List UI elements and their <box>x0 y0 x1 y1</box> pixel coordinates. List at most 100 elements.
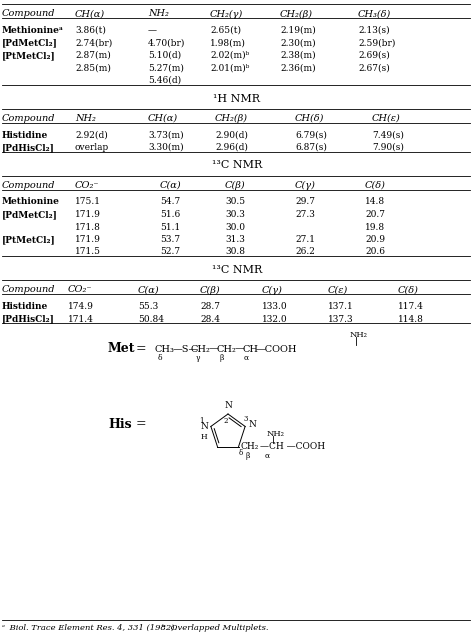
Text: 132.0: 132.0 <box>262 314 288 323</box>
Text: 27.3: 27.3 <box>295 210 315 219</box>
Text: 7.90(s): 7.90(s) <box>372 143 404 152</box>
Text: =: = <box>136 342 146 356</box>
Text: ᵃ: ᵃ <box>2 624 5 632</box>
Text: Compound: Compound <box>2 114 55 123</box>
Text: CH₂(γ): CH₂(γ) <box>210 10 243 18</box>
Text: Compound: Compound <box>2 10 55 18</box>
Text: C(α): C(α) <box>138 285 160 295</box>
Text: 2.69(s): 2.69(s) <box>358 51 390 60</box>
Text: [PdMetCl₂]: [PdMetCl₂] <box>2 39 58 48</box>
Text: 30.3: 30.3 <box>225 210 245 219</box>
Text: NH₂: NH₂ <box>148 10 169 18</box>
Text: C(β): C(β) <box>225 181 246 190</box>
Text: 171.4: 171.4 <box>68 314 94 323</box>
Text: 19.8: 19.8 <box>365 223 385 231</box>
Text: overlap: overlap <box>75 143 109 152</box>
Text: 3.73(m): 3.73(m) <box>148 131 183 139</box>
Text: ¹H NMR: ¹H NMR <box>213 93 261 103</box>
Text: N: N <box>200 422 208 431</box>
Text: C(ε): C(ε) <box>328 285 348 295</box>
Text: 2.01(m)ᵇ: 2.01(m)ᵇ <box>210 63 249 72</box>
Text: CH₂(β): CH₂(β) <box>215 114 248 123</box>
Text: —S—: —S— <box>173 344 199 354</box>
Text: [PdHisCl₂]: [PdHisCl₂] <box>2 143 55 152</box>
Text: CO₂⁻: CO₂⁻ <box>68 285 92 295</box>
Text: 137.3: 137.3 <box>328 314 354 323</box>
Text: 1: 1 <box>200 417 204 425</box>
Text: ¹³C NMR: ¹³C NMR <box>212 265 262 275</box>
Text: C(γ): C(γ) <box>295 181 316 190</box>
Text: Overlapped Multiplets.: Overlapped Multiplets. <box>168 624 268 632</box>
Text: 2.02(m)ᵇ: 2.02(m)ᵇ <box>210 51 249 60</box>
Text: α: α <box>244 354 248 362</box>
Text: 51.6: 51.6 <box>160 210 180 219</box>
Text: 2.85(m): 2.85(m) <box>75 63 111 72</box>
Text: 1.98(m): 1.98(m) <box>210 39 246 48</box>
Text: 30.8: 30.8 <box>225 247 245 257</box>
Text: [PtMetCl₂]: [PtMetCl₂] <box>2 235 56 244</box>
Text: N: N <box>248 420 256 429</box>
Text: 5.46(d): 5.46(d) <box>148 76 181 85</box>
Text: 20.7: 20.7 <box>365 210 385 219</box>
Text: ¹³C NMR: ¹³C NMR <box>212 160 262 171</box>
Text: 2.67(s): 2.67(s) <box>358 63 390 72</box>
Text: 174.9: 174.9 <box>68 302 94 311</box>
Text: 29.7: 29.7 <box>295 198 315 207</box>
Text: 2: 2 <box>224 417 228 425</box>
Text: CH₂(β): CH₂(β) <box>280 10 313 18</box>
Text: Compound: Compound <box>2 181 55 190</box>
Text: 133.0: 133.0 <box>262 302 288 311</box>
Text: CO₂⁻: CO₂⁻ <box>75 181 100 190</box>
Text: 2.19(m): 2.19(m) <box>280 26 316 35</box>
Text: 31.3: 31.3 <box>225 235 245 244</box>
Text: Biol. Trace Element Res. 4, 331 (1982).: Biol. Trace Element Res. 4, 331 (1982). <box>7 624 177 632</box>
Text: β: β <box>220 354 224 362</box>
Text: 6.79(s): 6.79(s) <box>295 131 327 139</box>
Text: Met: Met <box>108 342 136 356</box>
Text: CH₃(δ): CH₃(δ) <box>358 10 391 18</box>
Text: 114.8: 114.8 <box>398 314 424 323</box>
Text: 30.5: 30.5 <box>225 198 245 207</box>
Text: CH(δ): CH(δ) <box>295 114 324 123</box>
Text: CH₂: CH₂ <box>241 442 259 451</box>
Text: 14.8: 14.8 <box>365 198 385 207</box>
Text: CH: CH <box>243 344 259 354</box>
Text: 3: 3 <box>244 415 248 424</box>
Text: 26.2: 26.2 <box>295 247 315 257</box>
Text: 2.65(t): 2.65(t) <box>210 26 241 35</box>
Text: —: — <box>148 26 157 35</box>
Text: Histidine: Histidine <box>2 302 48 311</box>
Text: 20.9: 20.9 <box>365 235 385 244</box>
Text: 7.49(s): 7.49(s) <box>372 131 404 139</box>
Text: CH(ε): CH(ε) <box>372 114 401 123</box>
Text: CH₃: CH₃ <box>155 344 175 354</box>
Text: —CH —COOH: —CH —COOH <box>260 442 325 451</box>
Text: [PdMetCl₂]: [PdMetCl₂] <box>2 210 58 219</box>
Text: —: — <box>235 344 245 354</box>
Text: 175.1: 175.1 <box>75 198 101 207</box>
Text: N: N <box>224 401 232 410</box>
Text: α: α <box>265 451 270 460</box>
Text: 27.1: 27.1 <box>295 235 315 244</box>
Text: β: β <box>246 451 250 460</box>
Text: Compound: Compound <box>2 285 55 295</box>
Text: 55.3: 55.3 <box>138 302 158 311</box>
Text: C(γ): C(γ) <box>262 285 283 295</box>
Text: 5.10(d): 5.10(d) <box>148 51 181 60</box>
Text: H: H <box>200 434 207 441</box>
Text: CH₂: CH₂ <box>191 344 211 354</box>
Text: [PtMetCl₂]: [PtMetCl₂] <box>2 51 56 60</box>
Text: 3.30(m): 3.30(m) <box>148 143 183 152</box>
Text: 3.86(t): 3.86(t) <box>75 26 106 35</box>
Text: 30.0: 30.0 <box>225 223 245 231</box>
Text: 2.90(d): 2.90(d) <box>215 131 248 139</box>
Text: δ: δ <box>158 354 162 362</box>
Text: 2.59(br): 2.59(br) <box>358 39 395 48</box>
Text: 137.1: 137.1 <box>328 302 354 311</box>
Text: C(α): C(α) <box>160 181 182 190</box>
Text: δ: δ <box>238 449 243 456</box>
Text: —COOH: —COOH <box>256 344 298 354</box>
Text: Methionine: Methionine <box>2 198 60 207</box>
Text: 171.5: 171.5 <box>75 247 101 257</box>
Text: 117.4: 117.4 <box>398 302 424 311</box>
